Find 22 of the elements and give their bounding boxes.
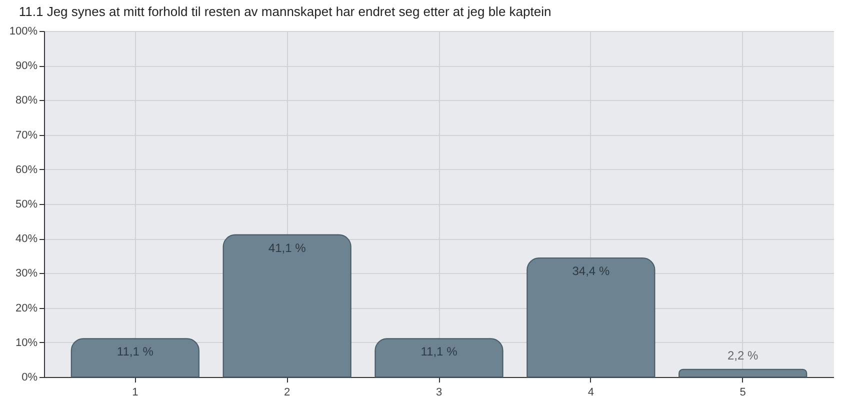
data-label: 11,1 %: [420, 344, 458, 359]
y-tick-label: 70%: [15, 129, 38, 142]
x-tick-label: 5: [740, 386, 746, 398]
data-label: 11,1 %: [116, 344, 154, 359]
y-tick-label: 60%: [15, 164, 38, 176]
x-tick-label: 1: [132, 386, 138, 398]
x-tick-label: 3: [436, 386, 442, 398]
y-tick-label: 0%: [22, 372, 38, 384]
y-tick-label: 30%: [15, 268, 38, 280]
y-tick-label: 100%: [9, 26, 38, 38]
x-tick-label: 4: [588, 386, 594, 398]
data-label: 41,1 %: [268, 240, 306, 255]
y-tick-label: 90%: [15, 60, 38, 72]
y-tick-label: 10%: [15, 336, 38, 349]
y-tick-label: 80%: [15, 94, 38, 107]
y-tick-label: 50%: [15, 198, 38, 210]
chart-title: 11.1 Jeg synes at mitt forhold til resten av mannskapet har endret seg etter at jeg ble kaptein: [18, 4, 552, 19]
y-tick-label: 20%: [15, 302, 38, 314]
x-tick-label: 2: [284, 386, 290, 398]
data-label: 34,4 %: [572, 264, 610, 278]
y-tick-label: 40%: [15, 233, 38, 246]
data-label: 2,2 %: [728, 348, 759, 362]
